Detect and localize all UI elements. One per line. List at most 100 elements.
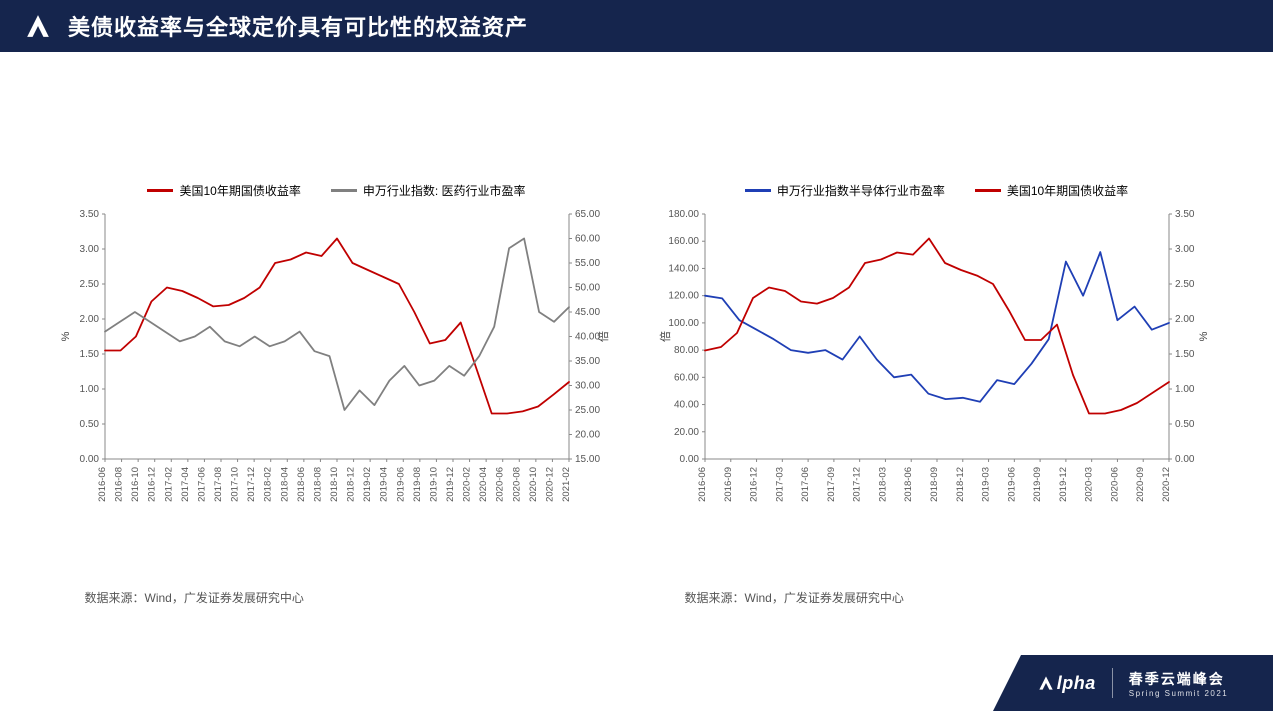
svg-text:2.50: 2.50 [79, 279, 99, 290]
svg-text:2016-12: 2016-12 [748, 467, 759, 502]
legend-item: 美国10年期国债收益率 [975, 182, 1128, 199]
svg-text:2018-06: 2018-06 [903, 467, 914, 502]
svg-text:2017-03: 2017-03 [774, 467, 785, 502]
svg-text:倍: 倍 [658, 331, 672, 342]
svg-text:1.00: 1.00 [1175, 384, 1195, 395]
svg-text:0.00: 0.00 [1175, 454, 1195, 465]
svg-text:2017-10: 2017-10 [229, 467, 240, 502]
svg-text:2019-10: 2019-10 [428, 467, 439, 502]
svg-text:15.00: 15.00 [575, 454, 600, 465]
svg-text:2017-08: 2017-08 [213, 467, 224, 502]
svg-text:1.50: 1.50 [1175, 349, 1195, 360]
svg-text:2019-09: 2019-09 [1032, 467, 1043, 502]
svg-text:2017-12: 2017-12 [851, 467, 862, 502]
svg-text:140.00: 140.00 [668, 263, 699, 274]
svg-text:2020-04: 2020-04 [478, 467, 489, 502]
legend-item: 申万行业指数: 医药行业市盈率 [331, 182, 526, 199]
legend-swatch [745, 189, 771, 192]
svg-text:2020-06: 2020-06 [1109, 467, 1120, 502]
svg-text:2016-08: 2016-08 [113, 467, 124, 502]
svg-text:2020-06: 2020-06 [494, 467, 505, 502]
svg-text:2016-06: 2016-06 [97, 467, 108, 502]
svg-text:3.50: 3.50 [79, 209, 99, 220]
chart-right-plot: 0.0020.0040.0060.0080.00100.00120.00140.… [657, 209, 1217, 529]
svg-text:3.00: 3.00 [79, 244, 99, 255]
legend-label: 美国10年期国债收益率 [1007, 182, 1128, 199]
svg-text:3.50: 3.50 [1175, 209, 1195, 220]
svg-text:2020-08: 2020-08 [511, 467, 522, 502]
svg-text:%: % [1198, 331, 1210, 341]
svg-text:3.00: 3.00 [1175, 244, 1195, 255]
svg-text:2.00: 2.00 [1175, 314, 1195, 325]
svg-text:1.50: 1.50 [79, 349, 99, 360]
legend-item: 美国10年期国债收益率 [147, 182, 300, 199]
svg-text:0.50: 0.50 [79, 419, 99, 430]
svg-text:2018-09: 2018-09 [929, 467, 940, 502]
svg-text:2018-06: 2018-06 [295, 467, 306, 502]
alpha-logo-icon [24, 12, 52, 40]
charts-row: 美国10年期国债收益率 申万行业指数: 医药行业市盈率 0.00 0.50 1.00… [0, 52, 1273, 606]
svg-text:40.00: 40.00 [673, 400, 698, 411]
svg-text:2019-06: 2019-06 [1006, 467, 1017, 502]
svg-text:0.50: 0.50 [1175, 419, 1195, 430]
svg-text:35.00: 35.00 [575, 356, 600, 367]
svg-text:20.00: 20.00 [673, 427, 698, 438]
svg-text:2019-12: 2019-12 [1057, 467, 1068, 502]
svg-text:倍: 倍 [596, 331, 610, 342]
svg-text:65.00: 65.00 [575, 209, 600, 220]
svg-text:0.00: 0.00 [79, 454, 99, 465]
legend-item: 申万行业指数半导体行业市盈率 [745, 182, 945, 199]
slide-footer: lpha 春季云端峰会 Spring Summit 2021 [993, 655, 1273, 711]
chart-left: 美国10年期国债收益率 申万行业指数: 医药行业市盈率 0.00 0.50 1.00… [57, 182, 617, 606]
svg-text:2017-06: 2017-06 [800, 467, 811, 502]
svg-text:25.00: 25.00 [575, 405, 600, 416]
chart-left-source: 数据来源：Wind，广发证券发展研究中心 [85, 589, 617, 606]
footer-separator [1112, 668, 1113, 698]
svg-text:2017-02: 2017-02 [163, 467, 174, 502]
svg-text:2016-06: 2016-06 [697, 467, 708, 502]
svg-text:2021-02: 2021-02 [561, 467, 572, 502]
svg-text:2019-08: 2019-08 [411, 467, 422, 502]
svg-text:2016-10: 2016-10 [130, 467, 141, 502]
slide-header: 美债收益率与全球定价具有可比性的权益资产 [0, 0, 1273, 52]
legend-swatch [147, 189, 173, 192]
svg-text:50.00: 50.00 [575, 283, 600, 294]
svg-text:0.00: 0.00 [679, 454, 699, 465]
chart-right-source: 数据来源：Wind，广发证券发展研究中心 [685, 589, 1217, 606]
svg-text:2.50: 2.50 [1175, 279, 1195, 290]
legend-label: 美国10年期国债收益率 [179, 182, 300, 199]
svg-text:60.00: 60.00 [673, 372, 698, 383]
chart-right-legend: 申万行业指数半导体行业市盈率 美国10年期国债收益率 [657, 182, 1217, 199]
legend-label: 申万行业指数半导体行业市盈率 [777, 182, 945, 199]
svg-text:2016-12: 2016-12 [146, 467, 157, 502]
chart-right: 申万行业指数半导体行业市盈率 美国10年期国债收益率 0.00 20.00 40.0… [657, 182, 1217, 606]
svg-text:2017-04: 2017-04 [179, 467, 190, 502]
svg-text:2020-12: 2020-12 [1161, 467, 1172, 502]
legend-swatch [975, 189, 1001, 192]
svg-text:2019-06: 2019-06 [395, 467, 406, 502]
svg-text:2017-06: 2017-06 [196, 467, 207, 502]
svg-text:2019-02: 2019-02 [362, 467, 373, 502]
svg-text:100.00: 100.00 [668, 318, 699, 329]
svg-text:2.00: 2.00 [79, 314, 99, 325]
svg-text:2019-03: 2019-03 [980, 467, 991, 502]
svg-text:2020-03: 2020-03 [1083, 467, 1094, 502]
svg-text:20.00: 20.00 [575, 430, 600, 441]
footer-brand: lpha [1038, 673, 1096, 694]
footer-subtitle: 春季云端峰会 Spring Summit 2021 [1129, 669, 1228, 698]
svg-text:1.00: 1.00 [79, 384, 99, 395]
svg-text:%: % [60, 331, 72, 341]
svg-text:2018-12: 2018-12 [345, 467, 356, 502]
svg-text:30.00: 30.00 [575, 381, 600, 392]
svg-text:2019-12: 2019-12 [445, 467, 456, 502]
footer-subtitle-cn: 春季云端峰会 [1129, 669, 1225, 689]
slide-title: 美债收益率与全球定价具有可比性的权益资产 [68, 10, 528, 42]
svg-text:2019-04: 2019-04 [378, 467, 389, 502]
svg-text:45.00: 45.00 [575, 307, 600, 318]
svg-text:2018-04: 2018-04 [279, 467, 290, 502]
svg-text:80.00: 80.00 [673, 345, 698, 356]
svg-text:2017-09: 2017-09 [825, 467, 836, 502]
svg-text:2020-09: 2020-09 [1135, 467, 1146, 502]
svg-text:2018-12: 2018-12 [954, 467, 965, 502]
svg-text:55.00: 55.00 [575, 258, 600, 269]
